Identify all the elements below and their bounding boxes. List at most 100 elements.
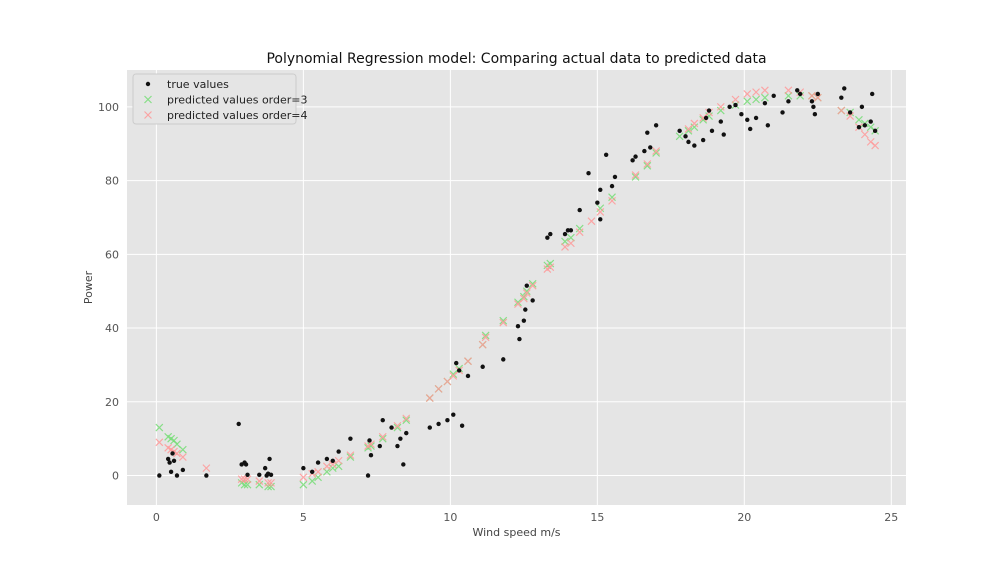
order3-point [652, 149, 661, 157]
true-value-point [642, 148, 647, 154]
true-value-point [401, 462, 406, 467]
true-value-point [598, 187, 603, 193]
order3-point [596, 204, 605, 213]
true-value-point [609, 183, 615, 189]
order4-point [643, 160, 652, 168]
order4-point [393, 421, 402, 430]
order3-point [684, 126, 693, 135]
order4-point [334, 456, 343, 465]
order4-point [690, 119, 699, 128]
x-tick-label: 10 [443, 511, 457, 524]
order4-point [519, 294, 528, 303]
order4-point [425, 394, 434, 403]
true-value-point [365, 473, 371, 478]
order4-point [743, 90, 752, 98]
order3-point [314, 473, 322, 482]
order4-point [784, 86, 793, 95]
order4-point [631, 171, 640, 179]
true-value-point [545, 235, 550, 240]
order4-point [178, 453, 187, 462]
order3-point [716, 106, 725, 115]
order4-point [561, 243, 569, 251]
order3-point [378, 434, 387, 443]
true-value-point [236, 421, 241, 427]
true-value-point [465, 373, 471, 379]
true-value-point [245, 472, 250, 477]
true-value-point [336, 449, 341, 454]
order4-point [522, 289, 531, 297]
order3-point [308, 477, 317, 485]
order4-point [402, 414, 411, 423]
true-value-point [856, 124, 862, 130]
true-value-point [595, 200, 600, 205]
order4-point [808, 91, 816, 100]
order3-point [575, 224, 584, 233]
true-value-point [324, 456, 330, 462]
true-value-point [653, 123, 659, 128]
order3-point [608, 193, 616, 202]
true-value-point [709, 128, 715, 134]
true-value-point [577, 207, 582, 213]
true-value-point [515, 324, 521, 329]
true-value-point [562, 231, 568, 237]
true-value-point [753, 115, 759, 121]
true-value-point [523, 307, 528, 312]
order3-point [240, 480, 249, 489]
true-value-point [859, 104, 865, 110]
order4-point [314, 467, 322, 476]
true-value-point [480, 364, 485, 369]
true-value-point [243, 462, 249, 467]
tick-labels: 0 5 10 15 20 25 0 20 40 60 80 100 [98, 101, 898, 524]
true-value-point [612, 174, 618, 180]
y-axis-label: Power [82, 270, 95, 304]
true-value-point [762, 100, 768, 106]
order3-point [299, 480, 308, 489]
y-tick-label: 80 [105, 175, 119, 188]
x-tick-label: 5 [300, 511, 307, 524]
true-value-point [686, 139, 691, 145]
true-value-point [427, 425, 432, 430]
true-value-point [377, 443, 383, 449]
order4-point [499, 318, 508, 327]
y-tick-label: 20 [105, 396, 119, 409]
true-value-point [389, 425, 394, 430]
true-value-point [721, 132, 726, 137]
true-value-point [454, 360, 459, 366]
true-value-point [180, 467, 186, 473]
order4-point [173, 449, 181, 458]
true-value-point [168, 469, 174, 475]
true-value-point [745, 117, 750, 122]
true-value-point [739, 112, 744, 117]
order4-point [871, 141, 880, 150]
true-value-point [815, 91, 821, 97]
order4-point [255, 477, 264, 485]
true-value-point [812, 112, 818, 117]
order3-point [546, 259, 555, 268]
true-value-point [765, 123, 771, 128]
true-value-point [517, 336, 522, 342]
true-value-point [395, 443, 400, 449]
order3-point [402, 416, 411, 425]
true-value-point [645, 130, 650, 135]
true-value-point [868, 119, 873, 124]
true-value-point [404, 430, 409, 436]
true-value-point [809, 99, 815, 104]
order3-point [346, 453, 355, 462]
true-value-point [330, 458, 335, 463]
order4-point [322, 462, 331, 471]
order4-point [760, 86, 769, 95]
true-value-point [847, 110, 853, 115]
legend-marker [144, 111, 152, 119]
legend: true values predicted values order=3 predi… [132, 73, 308, 125]
order4-point [237, 475, 246, 484]
legend-label: predicted values order=3 [167, 94, 308, 107]
true-value-point [167, 460, 172, 465]
x-tick-label: 25 [884, 511, 898, 524]
true-value-point [748, 126, 753, 132]
true-value-point [268, 472, 274, 477]
true-value-point [171, 458, 177, 463]
y-tick-label: 60 [105, 248, 119, 261]
order3-point [752, 95, 761, 104]
chart-title: Polynomial Regression model: Comparing a… [266, 51, 766, 67]
order4-point [752, 88, 761, 97]
